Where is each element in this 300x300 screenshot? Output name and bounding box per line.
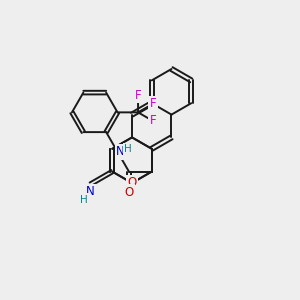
Text: H: H <box>124 144 132 154</box>
Text: F: F <box>150 97 156 110</box>
Text: N: N <box>86 185 95 198</box>
Text: H: H <box>80 195 88 205</box>
Text: N: N <box>116 146 125 158</box>
Text: O: O <box>128 176 136 190</box>
Text: F: F <box>150 114 156 128</box>
Text: F: F <box>135 89 141 102</box>
Text: O: O <box>124 186 134 199</box>
